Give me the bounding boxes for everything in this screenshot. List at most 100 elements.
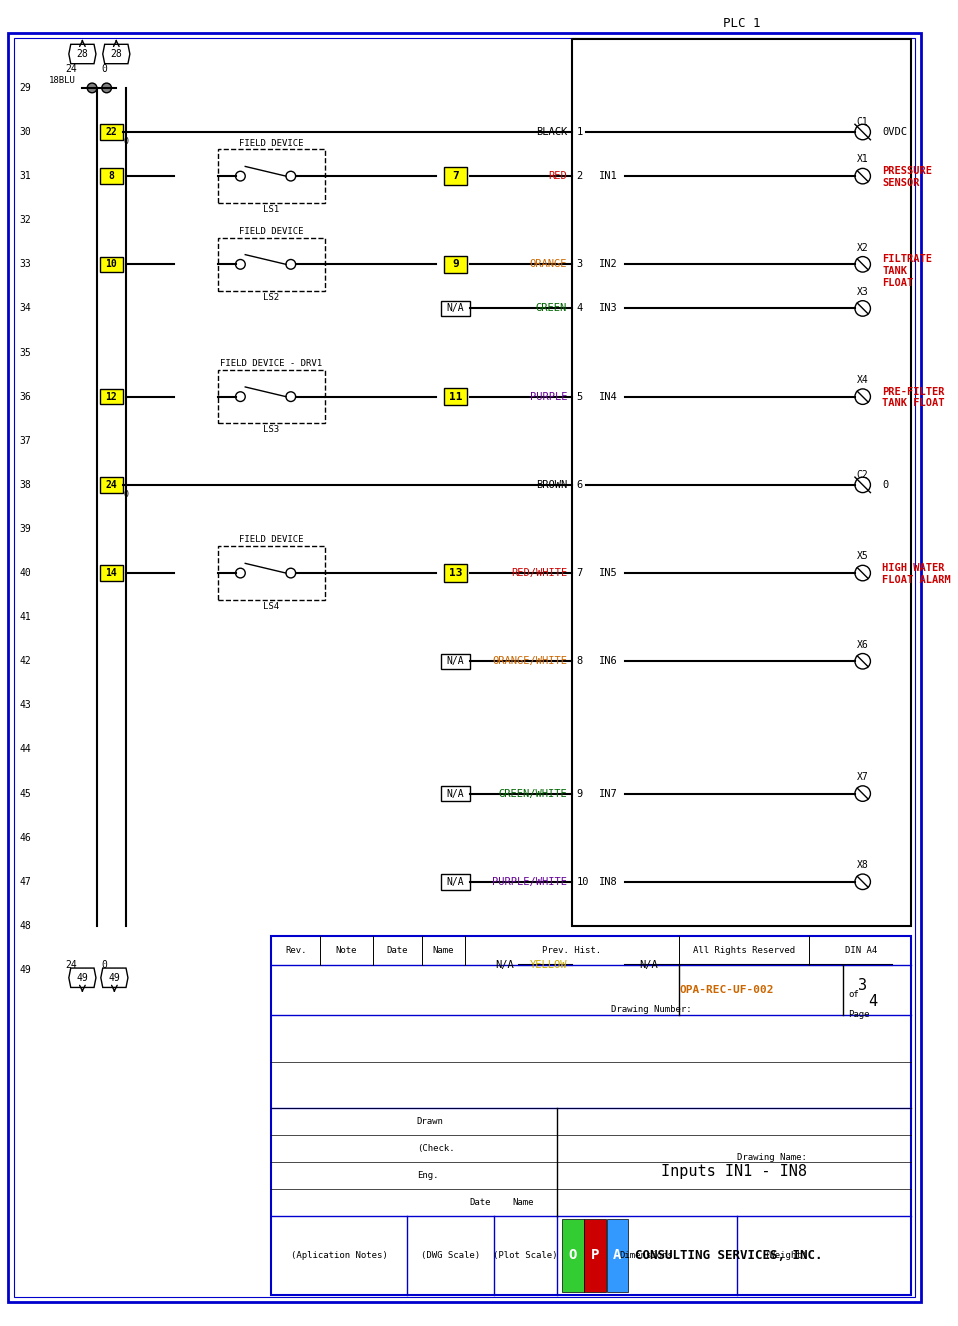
Text: 8: 8 [108,171,114,182]
Text: 28: 28 [110,49,123,58]
Text: N/A: N/A [446,656,465,666]
Bar [572,40,911,927]
Text: 13: 13 [449,568,463,578]
Text: 24: 24 [65,960,77,971]
Text: IN5: IN5 [600,568,618,578]
Text: A: A [613,1248,622,1262]
Text: 32: 32 [19,215,32,225]
Text: DIN A4: DIN A4 [845,945,877,955]
Circle shape [285,569,296,578]
Text: X3: X3 [856,286,869,297]
Text: 1: 1 [577,127,583,137]
Circle shape [87,84,97,93]
Text: FILTRATE: FILTRATE [882,255,932,264]
Text: 36: 36 [19,391,32,402]
Text: SENSOR: SENSOR [882,178,920,188]
Circle shape [285,260,296,269]
Text: N/A: N/A [640,960,658,971]
Text: 33: 33 [19,260,32,269]
Text: 10: 10 [577,876,589,887]
Text: 38: 38 [19,480,32,489]
Text: Drawn: Drawn [417,1118,444,1126]
Text: Eng.: Eng. [417,1171,439,1180]
Text: 49: 49 [77,973,88,983]
Text: LS2: LS2 [263,293,280,302]
Polygon shape [69,44,96,64]
Text: HIGH WATER: HIGH WATER [882,564,945,573]
Text: 31: 31 [19,171,32,182]
Text: 0: 0 [102,64,107,73]
Text: 49: 49 [19,965,32,975]
Circle shape [236,569,245,578]
Text: (DWG Scale): (DWG Scale) [422,1250,480,1260]
Text: C1: C1 [856,117,869,127]
Text: ORANGE: ORANGE [530,260,567,269]
Circle shape [285,171,296,180]
Text: (Weight): (Weight) [764,1250,807,1260]
Text: PLC 1: PLC 1 [722,17,761,29]
Bar [218,546,325,599]
Text: (Aplication Notes): (Aplication Notes) [291,1250,388,1260]
Text: N/A: N/A [446,876,465,887]
Text: Drawing Number:: Drawing Number: [610,1005,692,1014]
Text: OPA-REC-UF-002: OPA-REC-UF-002 [680,985,774,994]
Text: BLACK: BLACK [536,127,567,137]
Bar [218,370,325,423]
Text: 42: 42 [19,656,32,666]
Bar [271,936,911,1294]
Text: IN2: IN2 [600,260,618,269]
Bar [100,477,124,493]
Text: PRESSURE: PRESSURE [882,166,932,176]
Bar [441,301,470,316]
Text: Page: Page [848,1010,870,1020]
Text: X5: X5 [856,552,869,561]
Text: RED/WHITE: RED/WHITE [511,568,567,578]
Text: Rev.: Rev. [285,945,307,955]
Text: X1: X1 [856,155,869,164]
Text: FIELD DEVICE: FIELD DEVICE [240,536,304,545]
Text: 7: 7 [452,171,459,182]
Circle shape [236,391,245,402]
Text: 4: 4 [577,304,583,313]
Bar [100,565,124,581]
Text: N/A: N/A [495,960,513,971]
Text: 0: 0 [882,480,888,489]
Text: BROWN: BROWN [536,480,567,489]
Text: TANK FLOAT: TANK FLOAT [882,398,945,408]
Text: Note: Note [335,945,356,955]
Bar [444,565,468,582]
Bar [444,167,468,184]
Text: (Plot Scale): (Plot Scale) [493,1250,558,1260]
Text: ORANGE/WHITE: ORANGE/WHITE [492,656,567,666]
Text: IN4: IN4 [600,391,618,402]
Circle shape [102,84,111,93]
Text: 34: 34 [19,304,32,313]
Text: 11: 11 [449,391,463,402]
Text: 8: 8 [577,656,583,666]
Text: IN6: IN6 [600,656,618,666]
Text: C2: C2 [856,471,869,480]
Text: LS1: LS1 [263,204,280,213]
Text: YELLOW: YELLOW [530,960,567,971]
Circle shape [236,171,245,180]
Text: 47: 47 [19,876,32,887]
Text: 5: 5 [577,391,583,402]
Text: Date: Date [387,945,408,955]
Text: Drawing Name:: Drawing Name: [737,1152,807,1162]
Text: IN3: IN3 [600,304,618,313]
Text: LS3: LS3 [263,426,280,434]
Bar [444,389,468,406]
Bar [441,786,470,801]
Text: 12: 12 [105,391,117,402]
Text: 2: 2 [577,171,583,182]
Text: Prev. Hist.: Prev. Hist. [542,945,602,955]
Text: X2: X2 [856,243,869,253]
Text: 0: 0 [102,960,107,971]
Text: FIELD DEVICE - DRV1: FIELD DEVICE - DRV1 [220,359,323,369]
Text: 22: 22 [105,127,117,137]
Text: IN7: IN7 [600,789,618,798]
Text: 0: 0 [124,491,128,499]
Text: PURPLE: PURPLE [530,391,567,402]
Text: 30: 30 [19,127,32,137]
Text: GREEN: GREEN [536,304,567,313]
